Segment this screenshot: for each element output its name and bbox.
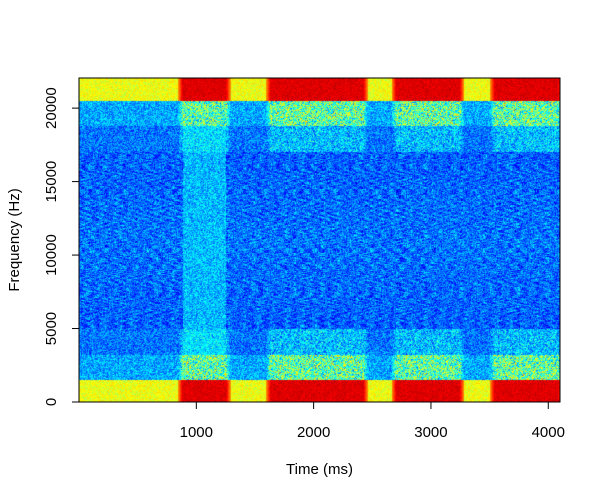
plot-area [79,78,560,402]
x-tick-label: 3000 [414,424,447,441]
y-tick-label: 10000 [43,234,60,276]
x-axis-label: Time (ms) [286,461,353,478]
y-tick-label: 20000 [43,87,60,129]
x-axis: 1000 2000 3000 4000 [180,401,565,441]
y-tick-label: 5000 [43,312,60,345]
x-tick-label: 2000 [297,424,330,441]
spectrogram-heatmap [79,78,560,402]
x-tick-label: 1000 [180,424,213,441]
y-tick-label: 15000 [43,161,60,203]
y-axis-label: Frequency (Hz) [6,188,23,291]
y-tick-label: 0 [43,398,60,406]
y-axis: 0 5000 10000 15000 20000 [43,87,80,406]
x-tick-label: 4000 [532,424,565,441]
